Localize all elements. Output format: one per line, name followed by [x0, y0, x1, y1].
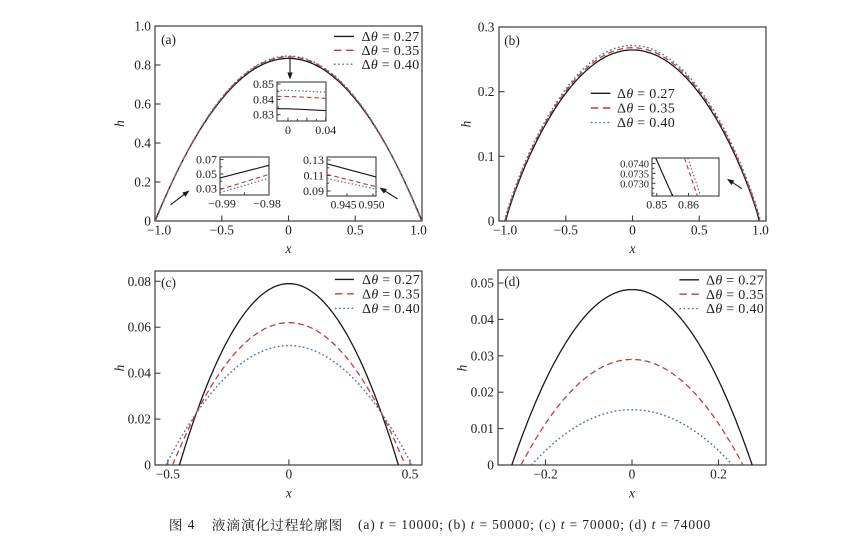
- svg-text:0.04: 0.04: [315, 123, 336, 137]
- svg-text:0.0735: 0.0735: [620, 169, 649, 180]
- svg-text:h: h: [459, 120, 474, 127]
- svg-text:(c): (c): [161, 275, 176, 290]
- svg-text:(d): (d): [504, 274, 520, 289]
- svg-text:0.02: 0.02: [471, 385, 494, 400]
- svg-text:−1.0: −1.0: [493, 223, 518, 238]
- svg-text:Δθ = 0.40: Δθ = 0.40: [706, 302, 764, 317]
- svg-text:(a) t = 10000; (b) t = 50000;: (a) t = 10000; (b) t = 50000; (c) t = 70…: [358, 517, 711, 532]
- svg-text:h: h: [112, 120, 127, 127]
- svg-text:−0.2: −0.2: [533, 467, 557, 482]
- svg-text:Δθ = 0.27: Δθ = 0.27: [362, 273, 420, 288]
- svg-text:Δθ = 0.40: Δθ = 0.40: [362, 58, 420, 73]
- svg-text:0.1: 0.1: [478, 149, 495, 164]
- svg-text:h: h: [112, 364, 127, 371]
- svg-text:x: x: [629, 241, 636, 256]
- svg-text:0.8: 0.8: [134, 58, 151, 73]
- svg-text:0.5: 0.5: [347, 223, 364, 238]
- svg-text:0.2: 0.2: [710, 467, 727, 482]
- svg-text:Δθ = 0.35: Δθ = 0.35: [362, 44, 420, 59]
- svg-text:0.09: 0.09: [303, 184, 324, 198]
- svg-text:0.07: 0.07: [196, 153, 217, 167]
- svg-text:0.0740: 0.0740: [620, 160, 649, 171]
- svg-text:Δθ = 0.35: Δθ = 0.35: [362, 287, 420, 302]
- svg-text:−0.99: −0.99: [208, 197, 236, 211]
- svg-text:0.3: 0.3: [478, 20, 495, 35]
- svg-text:0.0730: 0.0730: [620, 179, 649, 190]
- svg-text:0.04: 0.04: [128, 366, 152, 381]
- svg-text:x: x: [285, 241, 292, 256]
- svg-text:(a): (a): [161, 32, 176, 47]
- svg-text:0.950: 0.950: [359, 200, 385, 212]
- svg-text:0.08: 0.08: [128, 274, 152, 289]
- svg-text:0.84: 0.84: [253, 92, 274, 106]
- svg-text:0.05: 0.05: [471, 276, 495, 291]
- svg-text:0.5: 0.5: [691, 223, 708, 238]
- svg-text:Δθ = 0.27: Δθ = 0.27: [617, 87, 675, 102]
- svg-text:0.2: 0.2: [134, 175, 151, 190]
- svg-text:−1.0: −1.0: [147, 223, 172, 238]
- svg-text:Δθ = 0.35: Δθ = 0.35: [706, 288, 764, 303]
- svg-text:−0.98: −0.98: [253, 197, 281, 211]
- svg-text:0: 0: [144, 214, 151, 229]
- svg-text:0: 0: [487, 458, 494, 473]
- svg-text:0.03: 0.03: [471, 348, 495, 363]
- svg-text:0.85: 0.85: [253, 77, 274, 91]
- svg-text:(b): (b): [504, 33, 520, 48]
- svg-text:−0.5: −0.5: [156, 467, 181, 482]
- svg-text:0: 0: [629, 467, 636, 482]
- svg-text:−0.5: −0.5: [210, 223, 235, 238]
- svg-text:0.5: 0.5: [402, 467, 419, 482]
- svg-text:Δθ = 0.35: Δθ = 0.35: [617, 102, 675, 117]
- svg-text:0: 0: [285, 123, 291, 137]
- svg-text:h: h: [455, 364, 470, 371]
- svg-text:0.86: 0.86: [678, 198, 699, 212]
- svg-text:0.85: 0.85: [646, 198, 667, 212]
- svg-text:1.0: 1.0: [752, 223, 769, 238]
- svg-text:−0.5: −0.5: [554, 223, 579, 238]
- svg-text:0.4: 0.4: [134, 136, 151, 151]
- svg-text:0.05: 0.05: [196, 167, 217, 181]
- svg-text:Δθ = 0.40: Δθ = 0.40: [362, 302, 420, 317]
- svg-text:1.0: 1.0: [410, 223, 427, 238]
- svg-text:0.6: 0.6: [134, 97, 151, 112]
- svg-text:0.945: 0.945: [331, 200, 357, 212]
- svg-text:0.11: 0.11: [303, 169, 324, 183]
- svg-text:Δθ = 0.40: Δθ = 0.40: [617, 116, 675, 131]
- svg-text:Δθ = 0.27: Δθ = 0.27: [362, 30, 420, 45]
- svg-text:0.02: 0.02: [128, 412, 151, 427]
- svg-text:0.06: 0.06: [128, 320, 152, 335]
- svg-text:Δθ = 0.27: Δθ = 0.27: [706, 273, 764, 288]
- svg-text:0.04: 0.04: [471, 312, 495, 327]
- svg-text:0.03: 0.03: [196, 182, 217, 196]
- svg-text:0: 0: [286, 467, 293, 482]
- svg-text:0: 0: [144, 458, 151, 473]
- svg-text:4: 4: [188, 517, 195, 532]
- svg-text:0: 0: [629, 223, 636, 238]
- svg-text:0.2: 0.2: [478, 84, 495, 99]
- svg-text:x: x: [628, 485, 635, 500]
- svg-text:0.13: 0.13: [303, 153, 324, 167]
- svg-text:x: x: [285, 485, 292, 500]
- svg-text:0: 0: [285, 223, 292, 238]
- svg-text:0: 0: [488, 214, 495, 229]
- svg-text:0.83: 0.83: [253, 108, 274, 122]
- svg-text:1.0: 1.0: [134, 19, 151, 34]
- svg-text:0.01: 0.01: [471, 421, 494, 436]
